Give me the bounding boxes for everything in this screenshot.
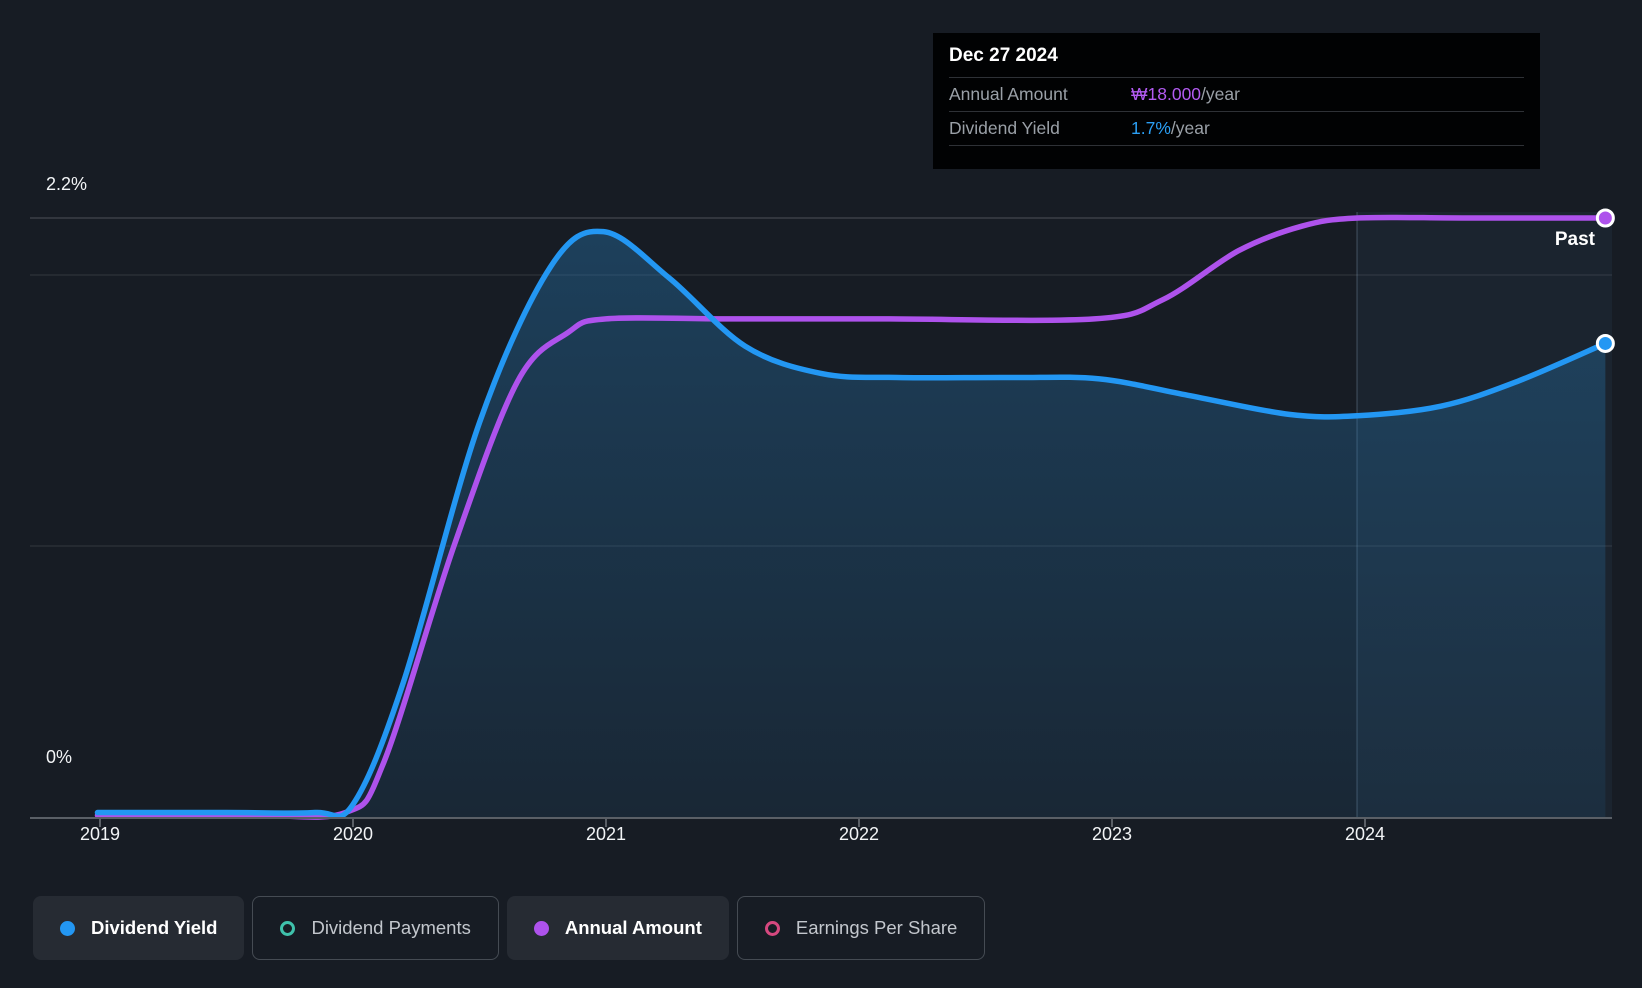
dividend-yield-end-marker[interactable]: [1595, 333, 1615, 353]
x-tick-label: 2019: [79, 824, 121, 844]
x-tick-label: 2022: [838, 824, 880, 844]
legend-chip-dividend-yield[interactable]: Dividend Yield: [33, 896, 245, 960]
x-tick-label: 2021: [585, 824, 627, 844]
tooltip-row-dividend-yield: Dividend Yield 1.7%/year: [949, 112, 1524, 146]
x-tick-label: 2024: [1344, 824, 1386, 844]
tooltip-value-suffix: /year: [1201, 84, 1240, 104]
legend-chip-label: Annual Amount: [564, 917, 702, 938]
tooltip-row-annual-amount: Annual Amount ₩18.000/year: [949, 78, 1524, 112]
legend-chip-label: Dividend Yield: [91, 917, 218, 938]
chart-legend: Dividend Yield Dividend Payments Annual …: [33, 896, 986, 960]
past-label: Past: [1554, 229, 1595, 250]
legend-chip-dividend-payments[interactable]: Dividend Payments: [252, 896, 499, 960]
series-lines: [94, 214, 1609, 820]
tooltip-label: Dividend Yield: [949, 118, 1060, 138]
series-end-markers: [1595, 208, 1615, 353]
legend-chip-label: Earnings Per Share: [795, 917, 958, 938]
dividend-payments-ring-icon: [280, 920, 296, 936]
dividend-yield-dot-icon: [60, 920, 75, 936]
dividend-yield-line: [94, 228, 1609, 819]
series-fills: [97, 231, 1606, 819]
legend-chip-label: Dividend Payments: [311, 917, 471, 938]
x-tick-label: 2020: [332, 824, 374, 844]
y-axis-max-label: 2.2%: [46, 174, 88, 194]
earnings-per-share-ring-icon: [764, 920, 780, 936]
legend-chip-annual-amount[interactable]: Annual Amount: [506, 896, 729, 960]
dividend-yield-area-fill: [97, 231, 1606, 819]
tooltip-value: ₩18.000: [1131, 84, 1202, 104]
x-tick-label: 2023: [1091, 824, 1133, 844]
legend-chip-earnings-per-share[interactable]: Earnings Per Share: [736, 896, 986, 960]
annual-amount-dot-icon: [533, 920, 549, 936]
tooltip-date: Dec 27 2024: [949, 33, 1524, 78]
chart-tooltip: Dec 27 2024 Annual Amount ₩18.000/year D…: [933, 33, 1540, 169]
tooltip-value-suffix: /year: [1170, 118, 1210, 138]
annual-amount-end-marker[interactable]: [1595, 208, 1615, 228]
tooltip-value: 1.7%: [1131, 118, 1171, 138]
x-axis-ticks: [99, 818, 1366, 827]
tooltip-label: Annual Amount: [949, 84, 1068, 104]
y-axis-min-label: 0%: [46, 747, 73, 767]
annual-amount-line: [94, 214, 1609, 820]
